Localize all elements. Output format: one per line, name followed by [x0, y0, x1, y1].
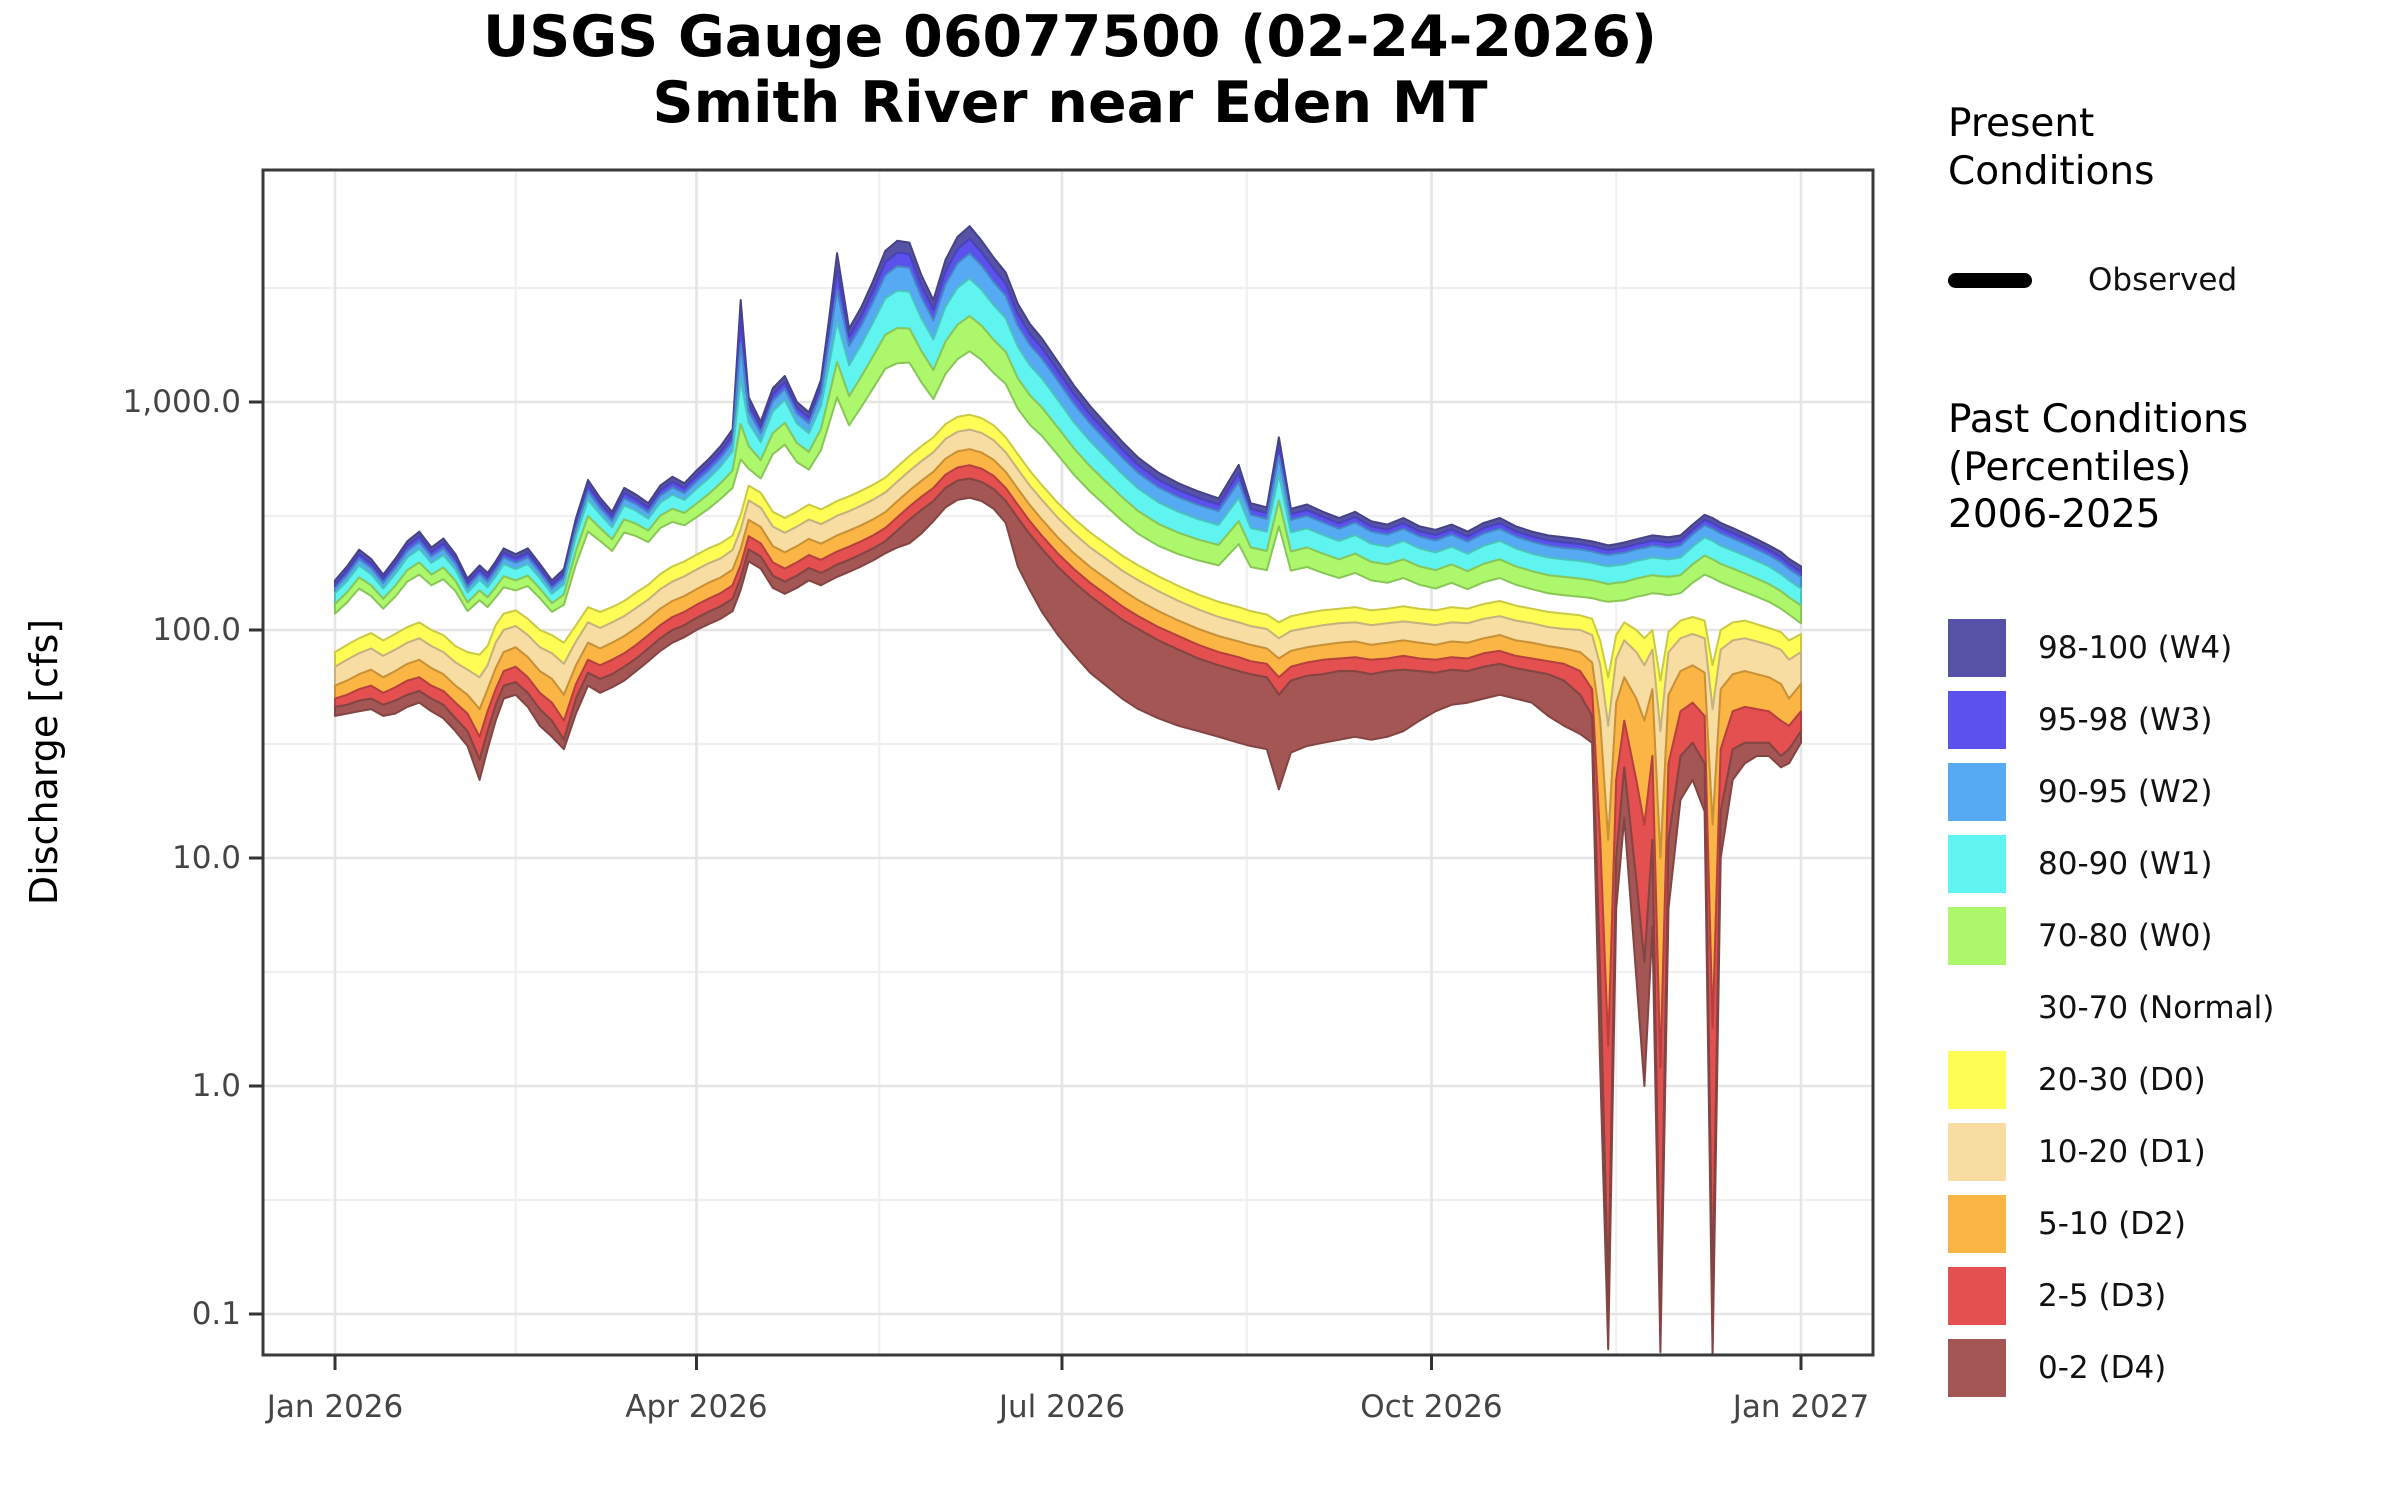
legend-color-swatch	[1948, 835, 2006, 893]
y-tick-label: 0.1	[192, 1296, 241, 1332]
panel-border	[261, 168, 1875, 1357]
legend-past-title-line1: Past Conditions	[1948, 397, 2249, 442]
legend-item: 0-2 (D4)	[1948, 1332, 2274, 1404]
legend-item-label: 80-90 (W1)	[2038, 846, 2213, 882]
legend-color-swatch	[1948, 1195, 2006, 1253]
observed-line-swatch	[1948, 272, 2032, 288]
legend-item: 5-10 (D2)	[1948, 1188, 2274, 1260]
axis-ticks-and-labels: 1,000.0 100.0 10.0 1.0 0.1 Jan 2026 Apr 2026 Ju…	[123, 384, 1870, 1425]
legend-item: 10-20 (D1)	[1948, 1116, 2274, 1188]
legend-color-swatch	[1948, 619, 2006, 677]
legend-item: 90-95 (W2)	[1948, 756, 2274, 828]
legend-observed-entry: Observed	[1948, 258, 2237, 302]
legend-item-label: 5-10 (D2)	[2038, 1206, 2186, 1242]
chart-title: USGS Gauge 06077500 (02-24-2026) Smith R…	[0, 4, 2140, 136]
y-tick-label: 1.0	[192, 1068, 241, 1104]
legend-item-label: 0-2 (D4)	[2038, 1350, 2167, 1386]
legend-item-label: 70-80 (W0)	[2038, 918, 2213, 954]
legend-color-swatch	[1948, 1339, 2006, 1397]
legend-item-label: 95-98 (W3)	[2038, 702, 2213, 738]
y-tick-label: 1,000.0	[123, 384, 241, 420]
legend-item: 80-90 (W1)	[1948, 828, 2274, 900]
y-axis-title: Discharge [cfs]	[22, 618, 66, 906]
legend-item-label: 90-95 (W2)	[2038, 774, 2213, 810]
legend-past-title-line3: 2006-2025	[1948, 492, 2161, 538]
x-tick-label: Oct 2026	[1360, 1389, 1502, 1425]
x-tick-label: Jul 2026	[997, 1389, 1125, 1425]
legend-item-label: 98-100 (W4)	[2038, 630, 2233, 666]
legend-color-swatch	[1948, 691, 2006, 749]
x-tick-label: Apr 2026	[625, 1389, 767, 1425]
legend-item: 2-5 (D3)	[1948, 1260, 2274, 1332]
legend-item: 70-80 (W0)	[1948, 900, 2274, 972]
chart-title-line1: USGS Gauge 06077500 (02-24-2026)	[483, 4, 1657, 70]
legend-item: 20-30 (D0)	[1948, 1044, 2274, 1116]
chart-title-line2: Smith River near Eden MT	[652, 70, 1488, 137]
legend-color-swatch	[1948, 1267, 2006, 1325]
x-tick-label: Jan 2026	[265, 1389, 404, 1425]
legend-present-title-line2: Conditions	[1948, 148, 2155, 194]
legend-item-label: 2-5 (D3)	[2038, 1278, 2167, 1314]
y-tick-label: 100.0	[152, 612, 241, 648]
band-D4	[334, 477, 1802, 1355]
legend-color-swatch	[1948, 1051, 2006, 1109]
legend-item-label: 20-30 (D0)	[2038, 1062, 2206, 1098]
legend-past-title-line2: (Percentiles)	[1948, 444, 2192, 490]
legend-item-label: 30-70 (Normal)	[2038, 990, 2275, 1026]
percentile-bands	[334, 225, 1802, 1355]
band-W0	[334, 315, 1802, 625]
legend-percentile-items: 98-100 (W4) 95-98 (W3) 90-95 (W2) 80-90 (W1…	[1948, 612, 2274, 1404]
x-tick-label: Jan 2027	[1731, 1389, 1870, 1425]
legend-item: 95-98 (W3)	[1948, 684, 2274, 756]
legend-color-swatch	[1948, 1123, 2006, 1181]
y-tick-label: 10.0	[172, 840, 241, 876]
legend-past-conditions-title: Past Conditions (Percentiles) 2006-2025	[1948, 396, 2248, 539]
legend-item: 30-70 (Normal)	[1948, 972, 2274, 1044]
observed-label: Observed	[2088, 262, 2238, 298]
legend-empty-swatch	[1948, 979, 2006, 1037]
legend-item-label: 10-20 (D1)	[2038, 1134, 2206, 1170]
legend-color-swatch	[1948, 763, 2006, 821]
legend-item: 98-100 (W4)	[1948, 612, 2274, 684]
legend-color-swatch	[1948, 907, 2006, 965]
legend-present-conditions-title: Present Conditions	[1948, 100, 2154, 195]
legend-present-title-line1: Present	[1948, 101, 2095, 146]
